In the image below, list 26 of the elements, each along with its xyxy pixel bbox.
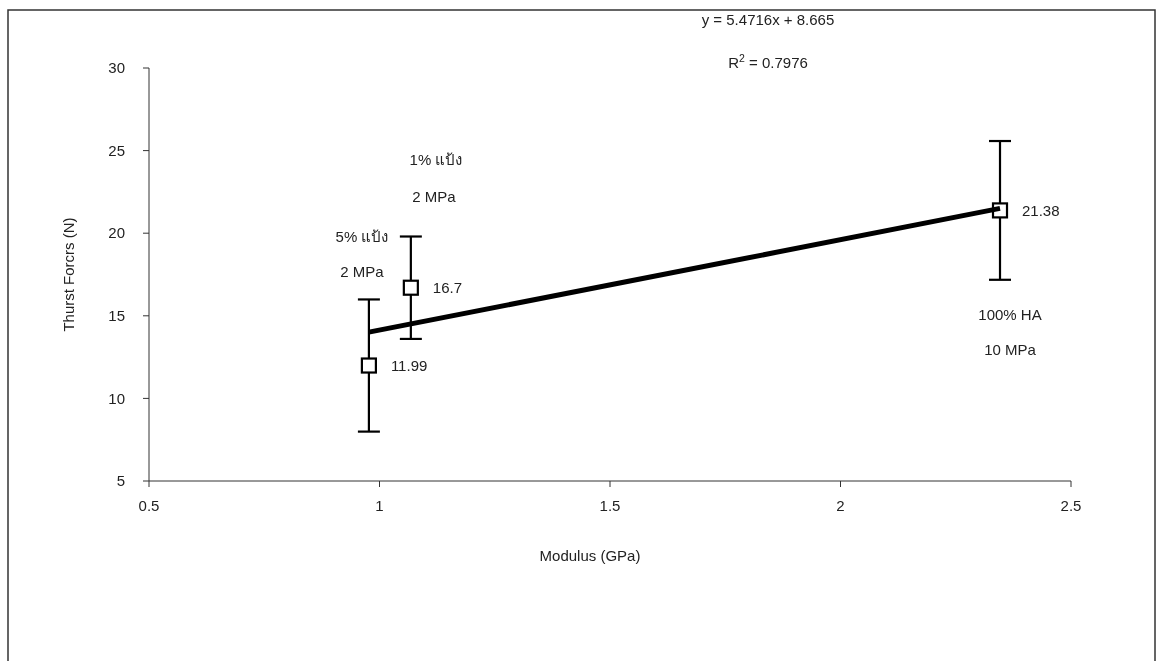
data-label: 16.7 <box>432 278 463 296</box>
annotation: 5% แป้ง <box>335 228 389 246</box>
annotation: 1% แป้ง <box>409 151 463 169</box>
x-tick-label: 0.5 <box>138 497 160 514</box>
x-tick-label: 1 <box>375 497 384 514</box>
point <box>360 357 377 374</box>
annotation: 100% HA <box>978 306 1042 324</box>
y-tick-label: 30 <box>108 59 125 77</box>
data-label: 21.38 <box>1022 201 1060 219</box>
point <box>402 279 419 296</box>
x-tick-label: 2.5 <box>1060 497 1082 514</box>
y-tick-label: 15 <box>108 307 125 325</box>
annotation: 2 MPa <box>340 263 385 281</box>
y-axis-title: Thurst Forcrs (N) <box>60 217 77 332</box>
annotation: R$^{2}$ = 0.7976 <box>728 52 808 72</box>
y-tick-label: 20 <box>108 224 125 242</box>
y-tick-label: 25 <box>108 141 125 159</box>
annotation: 10 MPa <box>984 341 1037 359</box>
x-tick-label: 2 <box>836 497 845 514</box>
data-label: 11.99 <box>390 356 428 374</box>
text: y = 5.4716x + 8.665 <box>701 11 835 29</box>
y-tick-label: 10 <box>108 389 125 407</box>
annotation: 2 MPa <box>412 188 457 206</box>
y-tick-label: 5 <box>116 472 125 490</box>
x-tick-label: 1.5 <box>599 497 621 514</box>
x-axis-title: Modulus (GPa) <box>539 547 641 564</box>
